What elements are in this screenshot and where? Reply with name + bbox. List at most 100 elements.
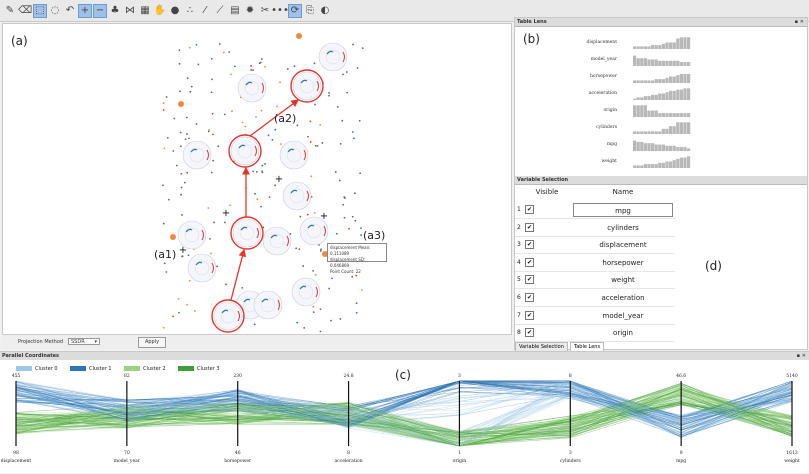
scatter-point [255,170,258,173]
scissors-icon[interactable]: ✂ [260,4,270,16]
projection-method-select[interactable]: SSDR ▾ [68,338,100,345]
refresh-icon[interactable]: ⟳ [288,3,302,18]
scatter-point [313,62,316,65]
histogram-bar [661,93,665,100]
histogram-bar [683,147,687,151]
visible-checkbox[interactable]: ✔ [525,222,534,232]
glyph-arc [245,81,253,86]
histogram-bar [633,98,637,100]
variable-name[interactable]: model_year [602,311,644,320]
scatter-point [179,131,182,134]
variable-row[interactable]: 8 ✔ origin [515,324,675,343]
brush-icon[interactable]: ✎ [5,4,15,16]
variable-name[interactable]: mpg [573,203,673,217]
histogram-bar [665,77,669,83]
scatter-point [165,96,168,98]
variable-row[interactable]: 7 ✔ model_year [515,307,675,325]
legend-label: Cluster 0 [35,366,58,372]
visible-checkbox[interactable]: ✔ [525,310,534,320]
glyph-inner-ring [289,188,305,204]
zoom-out-icon[interactable]: − [93,3,107,18]
variable-name[interactable]: horsepower [602,258,644,267]
grid-icon[interactable]: ▤ [230,4,240,16]
histogram-bar [643,46,647,49]
hand-icon[interactable]: ✋ [153,4,167,16]
ruler-icon[interactable]: ⟋ [216,4,224,16]
visible-checkbox[interactable]: ✔ [525,293,534,302]
select-icon[interactable]: ⬚ [33,3,47,18]
scatter-point [355,274,358,277]
data-polyline [15,384,793,447]
scatter-point [355,302,358,305]
cluster-glyph [230,136,260,166]
palette-icon[interactable]: ◐ [320,4,330,16]
tree-icon[interactable]: ♣ [110,4,120,16]
variable-row[interactable]: 6 ✔ acceleration [515,289,675,307]
tab-table-lens[interactable]: Table Lens [570,342,605,351]
visible-checkbox[interactable]: ✔ [525,328,534,338]
variable-name[interactable]: acceleration [601,294,645,302]
cluster-glyph [318,42,348,72]
variable-index: 4 [517,258,521,266]
parallel-coordinates-canvas[interactable] [0,352,809,474]
zoom-in-icon[interactable]: + [78,3,92,18]
copy-icon[interactable]: ⎘ [306,4,314,16]
cluster-glyph [213,301,243,331]
scatter-point [299,215,302,218]
variable-name[interactable]: origin [613,329,633,338]
line-icon[interactable]: ⁄ [204,4,206,16]
close-icon[interactable]: ▪ ✕ [796,353,806,359]
scatter-point [162,326,165,329]
data-polyline [15,381,793,422]
gear-icon[interactable]: ✹ [245,4,255,16]
glyph-inner-ring [239,225,255,241]
scatter-point [166,136,169,139]
histogram-bar [640,105,644,117]
eraser-icon[interactable]: ⌫ [17,4,33,16]
table-lens-row-label: cylinders [596,125,617,130]
visible-checkbox[interactable]: ✔ [525,257,534,267]
histogram-bar [683,73,687,83]
histogram-bar [647,143,651,151]
scatter-point [187,254,190,257]
glyph-arc [287,148,295,153]
variable-row[interactable]: 2 ✔ cylinders [515,219,675,237]
scatter-icon[interactable]: ∴ [186,4,194,16]
data-polyline [15,398,793,447]
variable-name[interactable]: displacement [599,241,647,250]
variable-row[interactable]: 5 ✔ weight [515,271,675,290]
variable-name[interactable]: cylinders [607,223,639,232]
undo-icon[interactable]: ↶ [65,4,75,16]
table-icon[interactable]: ▦ [140,4,150,16]
scatter-point [210,91,213,94]
scatter-point [328,94,330,97]
dots-icon[interactable]: ••• [271,4,289,16]
apply-button[interactable]: Apply [138,337,166,348]
glyph-arc [261,82,264,94]
network-icon[interactable]: ⋈ [125,4,135,16]
annotation-a1: (a1) [154,248,177,261]
variable-row[interactable]: 3 ✔ displacement [515,236,675,255]
circle-icon[interactable]: ● [170,4,180,16]
visible-checkbox[interactable]: ✔ [525,275,534,285]
visible-checkbox[interactable]: ✔ [525,205,534,214]
histogram-bar [651,80,655,83]
projection-view[interactable]: + + + + (a) (a2) (a1) (a3) displacement Mea… [2,23,512,348]
histogram-bar [636,58,640,66]
scatter-point [197,63,200,66]
pin-icon[interactable]: ▪ ✕ [794,19,804,25]
table-lens-row-label: weight [601,159,617,164]
scatter-point [361,289,363,291]
glyph-arc [221,309,229,314]
projection-canvas[interactable]: + + + + [3,24,511,334]
variable-row[interactable]: 1 ✔ mpg [515,201,675,219]
variable-name[interactable]: weight [611,276,635,285]
scatter-point [338,179,341,182]
scatter-point [314,144,317,147]
lasso-icon[interactable]: ◌ [50,4,60,16]
histogram-bar [672,76,676,83]
scatter-point [188,137,190,140]
variable-row[interactable]: 4 ✔ horsepower [515,254,675,272]
visible-checkbox[interactable]: ✔ [525,240,534,250]
histogram-bar [672,60,676,66]
